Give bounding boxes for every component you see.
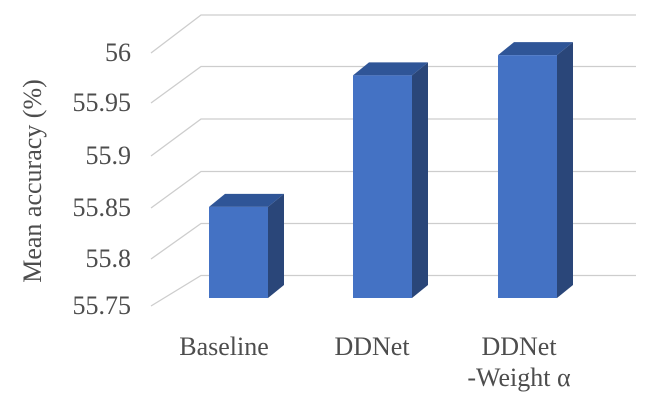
bar-face-front [498, 55, 557, 299]
gridline-55.9 [150, 118, 636, 157]
bar-face-front [353, 75, 412, 298]
bar-face-side [268, 193, 284, 298]
bar-ddnet-weight [498, 42, 573, 299]
bar-baseline [209, 193, 284, 298]
bar-face-front [209, 206, 268, 298]
bar-face-side [557, 42, 573, 299]
bar-face-top [353, 62, 428, 76]
y-tick-label-55-75: 55.75 [72, 291, 132, 320]
gridline-55.8 [150, 222, 636, 260]
y-tick-label-55-8: 55.8 [85, 244, 132, 273]
y-tick-label-55-9: 55.9 [85, 141, 132, 170]
y-axis-title: Mean accuracy (%) [18, 79, 47, 283]
bar-ddnet [353, 62, 428, 298]
bar-face-top [498, 42, 573, 56]
gridline-56 [150, 14, 636, 54]
gridline-55.95 [150, 65, 636, 104]
y-tick-label-55-85: 55.85 [72, 193, 132, 222]
y-tick-label-55-95: 55.95 [72, 88, 132, 117]
x-category-label-ddnet: DDNet [334, 332, 410, 361]
bar-face-top [209, 193, 284, 207]
gridline-55.85 [150, 170, 636, 209]
y-tick-label-56: 56 [105, 38, 131, 67]
x-category-label-ddnet-weight: DDNet -Weight α [467, 332, 571, 392]
bar-face-side [412, 62, 428, 298]
x-category-label-baseline: Baseline [179, 332, 269, 361]
gridline-55.75 [150, 274, 636, 307]
